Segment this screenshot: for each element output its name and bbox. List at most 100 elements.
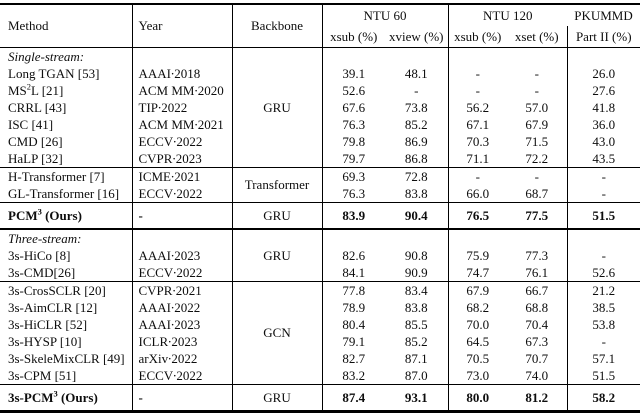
value-cell: 70.7 — [525, 350, 549, 366]
value-cell: 74.0 — [525, 367, 549, 383]
value-cell: 52.6 — [566, 264, 640, 281]
value-cell: 71.1 — [447, 150, 507, 167]
year-cell: AAAI∙2022 — [131, 299, 232, 316]
sub-header-ntu60-xview: xview (%) — [388, 28, 444, 44]
value-cell: 68.2 — [447, 299, 507, 316]
section-rule — [0, 281, 640, 282]
value-cell — [447, 48, 507, 65]
value-cell: 53.8 — [566, 316, 640, 333]
method-cell: 3s-CPM [51] — [8, 367, 77, 383]
value-cell: 67.9 — [525, 116, 549, 132]
value-cell: 76.3 — [321, 116, 385, 133]
method-cell: 3s-HiCo [8] — [8, 247, 71, 263]
table-row: PCM3 (Ours) - GRU 83.9 90.4 76.5 77.5 51.5 — [0, 203, 640, 228]
value-cell — [385, 48, 448, 65]
method-cell: 3s-CMD[26] — [8, 264, 76, 280]
group-header-pkummd: PKUMMD — [574, 7, 633, 23]
value-cell: 78.9 — [321, 299, 385, 316]
value-cell: 85.5 — [404, 316, 428, 332]
table-header: Method Year Backbone NTU 60 NTU 120 PKUM… — [0, 3, 640, 48]
backbone-cell: GCN — [231, 282, 322, 384]
value-cell: 41.8 — [566, 99, 640, 116]
year-cell: ACM MM∙2021 — [131, 116, 232, 133]
value-cell — [321, 48, 385, 65]
value-cell: 39.1 — [321, 65, 385, 82]
value-cell: 51.5 — [566, 367, 640, 384]
value-cell: 71.5 — [525, 133, 549, 149]
value-cell: 26.0 — [566, 65, 640, 82]
value-cell: 90.9 — [404, 264, 428, 280]
value-cell: 87.1 — [404, 350, 428, 366]
year-cell: AAAI∙2018 — [131, 65, 232, 82]
backbone-cell: GRU — [231, 48, 322, 167]
value-cell: 21.2 — [566, 282, 640, 299]
value-cell: 66.7 — [525, 282, 549, 298]
value-cell — [447, 230, 507, 247]
year-cell: CVPR∙2021 — [131, 282, 232, 299]
year-cell: ACM MM∙2020 — [131, 82, 232, 99]
value-cell: 70.3 — [447, 133, 507, 150]
year-cell: CVPR∙2023 — [131, 150, 232, 167]
year-cell: ICME∙2021 — [131, 168, 232, 185]
col-header-backbone: Backbone — [231, 5, 322, 47]
value-cell: 82.6 — [321, 247, 385, 264]
col-header-method: Method — [8, 18, 49, 33]
value-cell: 75.9 — [447, 247, 507, 264]
backbone-cell: GRU — [231, 203, 322, 228]
table-row: GL-Transformer [16] ECCV∙2022 76.3 83.8 66.0… — [0, 185, 640, 202]
value-cell: 48.1 — [404, 65, 428, 81]
table-row: 3s-CMD[26] ECCV∙2022 84.1 90.9 74.7 76.1 52.6 — [0, 264, 640, 281]
year-cell: AAAI∙2023 — [131, 247, 232, 264]
value-cell — [566, 230, 640, 247]
value-cell: 80.0 — [447, 385, 507, 410]
table-row: ISC [41] ACM MM∙2021 76.3 85.2 67.1 67.9 36.0 — [0, 116, 640, 133]
value-cell: 85.2 — [404, 333, 428, 349]
value-cell: 74.7 — [447, 264, 507, 281]
value-cell: 87.4 — [321, 385, 385, 410]
method-cell: H-Transformer [7] — [8, 168, 105, 184]
method-cell: MS2L [21] — [8, 82, 64, 98]
sub-header-ntu120-xset: xset (%) — [514, 28, 559, 44]
table-row: CRRL [43] TIP∙2022 67.6 73.8 56.2 57.0 41.8 — [0, 99, 640, 116]
col-header-year: Year — [131, 5, 232, 47]
table-row: 3s-HiCLR [52] AAAI∙2023 80.4 85.5 70.0 70.4 53… — [0, 316, 640, 333]
value-cell: 43.0 — [566, 133, 640, 150]
value-cell: 76.5 — [447, 203, 507, 228]
value-cell: 57.0 — [525, 99, 549, 115]
method-cell: 3s-PCM3 (Ours) — [8, 388, 98, 405]
value-cell: 90.4 — [404, 207, 428, 223]
value-cell: - — [566, 333, 640, 350]
method-cell: CMD [26] — [8, 133, 63, 149]
method-cell: 3s-HYSP [10] — [8, 333, 82, 349]
sub-header-pkummd-part2: Part II (%) — [566, 26, 640, 47]
table-row: HaLP [32] CVPR∙2023 79.7 86.8 71.1 72.2 43.5 — [0, 150, 640, 167]
value-cell: 36.0 — [566, 116, 640, 133]
value-cell: - — [447, 82, 507, 99]
value-cell — [385, 230, 448, 247]
year-cell: ECCV∙2022 — [131, 264, 232, 281]
year-cell — [131, 48, 232, 65]
value-cell: 72.2 — [525, 150, 549, 166]
year-cell — [131, 230, 232, 247]
section-label-cell: Single-stream: — [8, 48, 85, 64]
value-cell: - — [566, 168, 640, 185]
value-cell: - — [447, 65, 507, 82]
value-cell: 69.3 — [321, 168, 385, 185]
value-cell: 77.3 — [525, 247, 549, 263]
value-cell: 68.8 — [525, 299, 549, 315]
method-cell: HaLP [32] — [8, 150, 63, 166]
value-cell: 56.2 — [447, 99, 507, 116]
section-rule — [0, 167, 640, 168]
section-label-row: Three-stream: GRU — [0, 230, 640, 281]
value-cell: 83.2 — [321, 367, 385, 384]
value-cell: 43.5 — [566, 150, 640, 167]
section-rule — [0, 202, 640, 203]
year-cell: ECCV∙2022 — [131, 133, 232, 150]
value-cell: 70.0 — [447, 316, 507, 333]
value-cell: 76.1 — [525, 264, 549, 280]
value-cell: 79.7 — [321, 150, 385, 167]
table-row: MS2L [21] ACM MM∙2020 52.6 - - - 27.6 — [0, 82, 640, 99]
section-label-row: Single-stream: GRU — [0, 48, 640, 167]
value-cell: 51.5 — [566, 203, 640, 228]
